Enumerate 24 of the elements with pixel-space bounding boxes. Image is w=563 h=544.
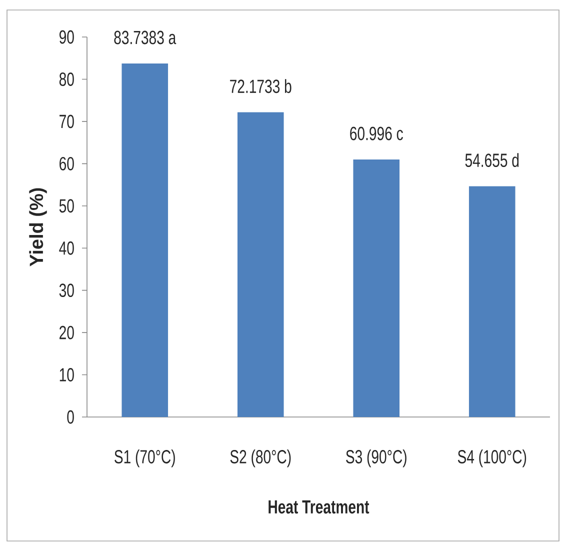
data-label: 54.655 d bbox=[465, 153, 519, 168]
y-tick-label: 90 bbox=[59, 30, 74, 44]
x-tick-label: S3 (90°C) bbox=[346, 450, 406, 468]
y-tick-label: 20 bbox=[60, 326, 74, 340]
data-label: 72.1733 b bbox=[230, 79, 292, 94]
bar bbox=[353, 159, 400, 417]
x-tick-label: S2 (80°C) bbox=[230, 450, 291, 468]
x-tick-label: S1 (70°C) bbox=[114, 450, 175, 468]
data-label: 60.996 c bbox=[350, 126, 403, 140]
y-tick-label: 60 bbox=[60, 156, 74, 170]
y-tick-label: 10 bbox=[60, 368, 74, 382]
y-tick-label: 40 bbox=[59, 241, 74, 255]
y-tick-label: 80 bbox=[59, 72, 74, 86]
bar bbox=[237, 112, 284, 417]
x-tick-label: S4 (100°C) bbox=[458, 450, 526, 468]
data-label: 83.7383 a bbox=[114, 30, 176, 44]
y-tick-label: 30 bbox=[59, 284, 74, 298]
y-tick-label: 0 bbox=[67, 410, 74, 424]
y-tick-label: 70 bbox=[60, 114, 74, 128]
bar bbox=[468, 186, 516, 417]
bar bbox=[122, 63, 168, 417]
x-axis-title: Heat Treatment bbox=[268, 500, 370, 514]
y-tick-label: 50 bbox=[59, 199, 74, 213]
y-axis-title: Yield (%) bbox=[29, 188, 47, 266]
